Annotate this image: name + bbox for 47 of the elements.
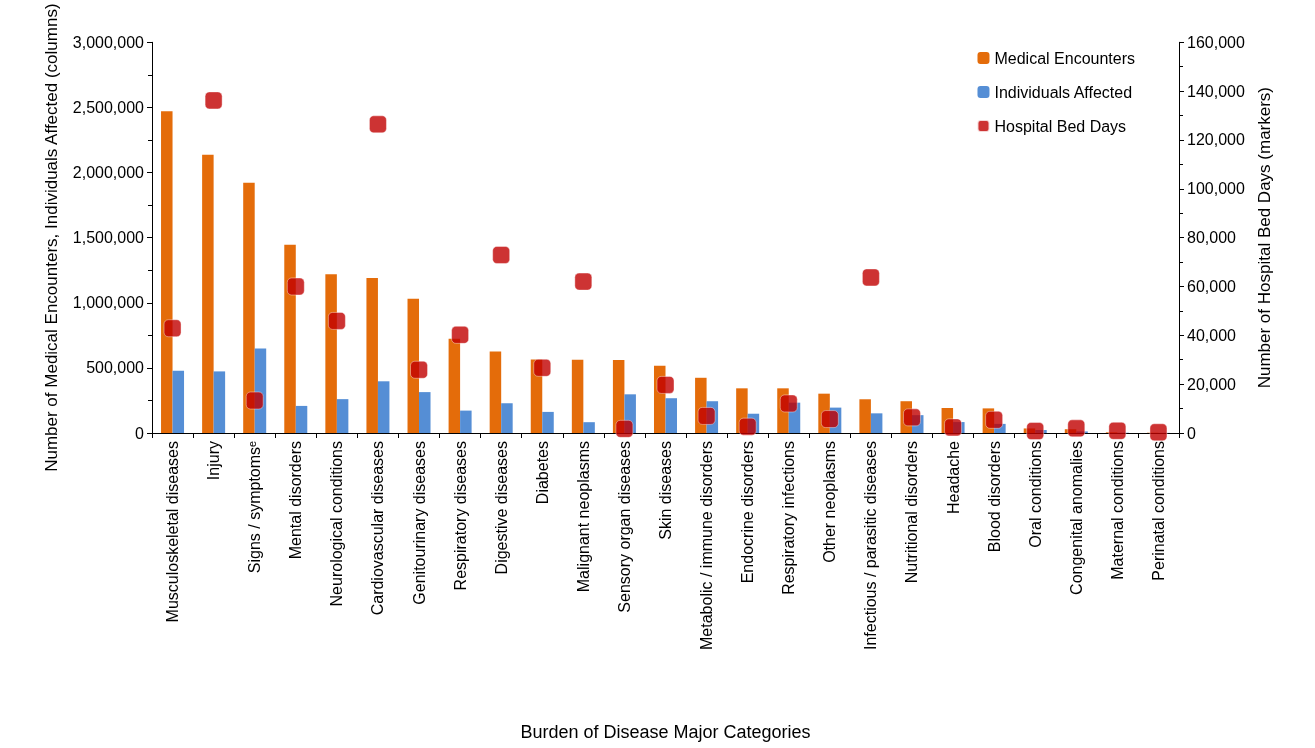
x-tick-label: Respiratory infections bbox=[780, 441, 798, 595]
y2-tick-label: 140,000 bbox=[1187, 82, 1245, 100]
x-tick-label: Genitourinary diseases bbox=[410, 441, 428, 605]
x-tick-label: Diabetes bbox=[533, 441, 551, 505]
x-tick-label: Other neoplasms bbox=[821, 441, 839, 563]
y2-tick-label: 100,000 bbox=[1187, 180, 1245, 198]
x-tick-label: Maternal conditions bbox=[1108, 441, 1126, 580]
x-tick-label: Respiratory diseases bbox=[451, 441, 469, 591]
x-tick-label: Perinatal conditions bbox=[1149, 441, 1167, 581]
y2-tick-label: 0 bbox=[1187, 424, 1196, 442]
y-tick-label: 500,000 bbox=[86, 359, 145, 377]
y-tick-label: 3,000,000 bbox=[72, 33, 145, 51]
y2-tick-label: 60,000 bbox=[1187, 277, 1237, 295]
legend-label: Hospital Bed Days bbox=[994, 117, 1127, 135]
y-tick-label: 2,500,000 bbox=[72, 98, 145, 116]
y-tick-label: 1,000,000 bbox=[72, 294, 145, 312]
x-tick-label: Mental disorders bbox=[287, 441, 305, 560]
y2-tick-label: 40,000 bbox=[1187, 326, 1237, 344]
y-axis-title: Number of Medical Encounters, Individuals Affected (columns) bbox=[42, 3, 61, 472]
x-tick-label: Blood disorders bbox=[985, 441, 1003, 553]
x-tick-label: Nutritional disorders bbox=[903, 441, 921, 584]
y2-axis-title: Number of Hospital Bed Days (markers) bbox=[1254, 86, 1274, 389]
x-tick-label: Skin diseases bbox=[657, 441, 674, 540]
y2-tick-label: 120,000 bbox=[1187, 131, 1245, 149]
x-tick-label: Congenital anomalies bbox=[1067, 441, 1085, 595]
x-tick-label: Malignant neoplasms bbox=[574, 441, 592, 593]
x-tick-label: Cardiovascular diseases bbox=[369, 441, 387, 616]
x-tick-label: Metabolic / immune disorders bbox=[698, 441, 716, 650]
x-tick-label: Endocrine disorders bbox=[739, 441, 757, 584]
x-tick-label: Headache bbox=[944, 440, 962, 514]
x-tick-label: Infectious / parasitic diseases bbox=[862, 441, 880, 650]
y-tick-label: 2,000,000 bbox=[72, 164, 145, 182]
legend-label: Medical Encounters bbox=[994, 49, 1135, 67]
x-tick-label: Injury bbox=[205, 441, 223, 481]
y-tick-label: 0 bbox=[135, 424, 145, 442]
x-tick-label: Sensory organ diseases bbox=[615, 441, 633, 613]
x-axis-title: Burden of Disease Major Categories bbox=[520, 722, 811, 742]
x-tick-label: Signs / symptomsᵉ bbox=[246, 440, 264, 574]
x-tick-label: Musculoskeletal diseases bbox=[164, 441, 182, 623]
y2-tick-label: 160,000 bbox=[1187, 33, 1245, 51]
x-tick-label: Oral conditions bbox=[1026, 441, 1044, 548]
y2-tick-label: 80,000 bbox=[1187, 229, 1237, 247]
y-tick-label: 1,500,000 bbox=[72, 229, 145, 247]
x-tick-label: Neurological conditions bbox=[328, 441, 346, 607]
legend-label: Individuals Affected bbox=[994, 83, 1133, 101]
y2-tick-label: 20,000 bbox=[1187, 375, 1237, 393]
x-tick-label: Digestive diseases bbox=[492, 441, 510, 575]
